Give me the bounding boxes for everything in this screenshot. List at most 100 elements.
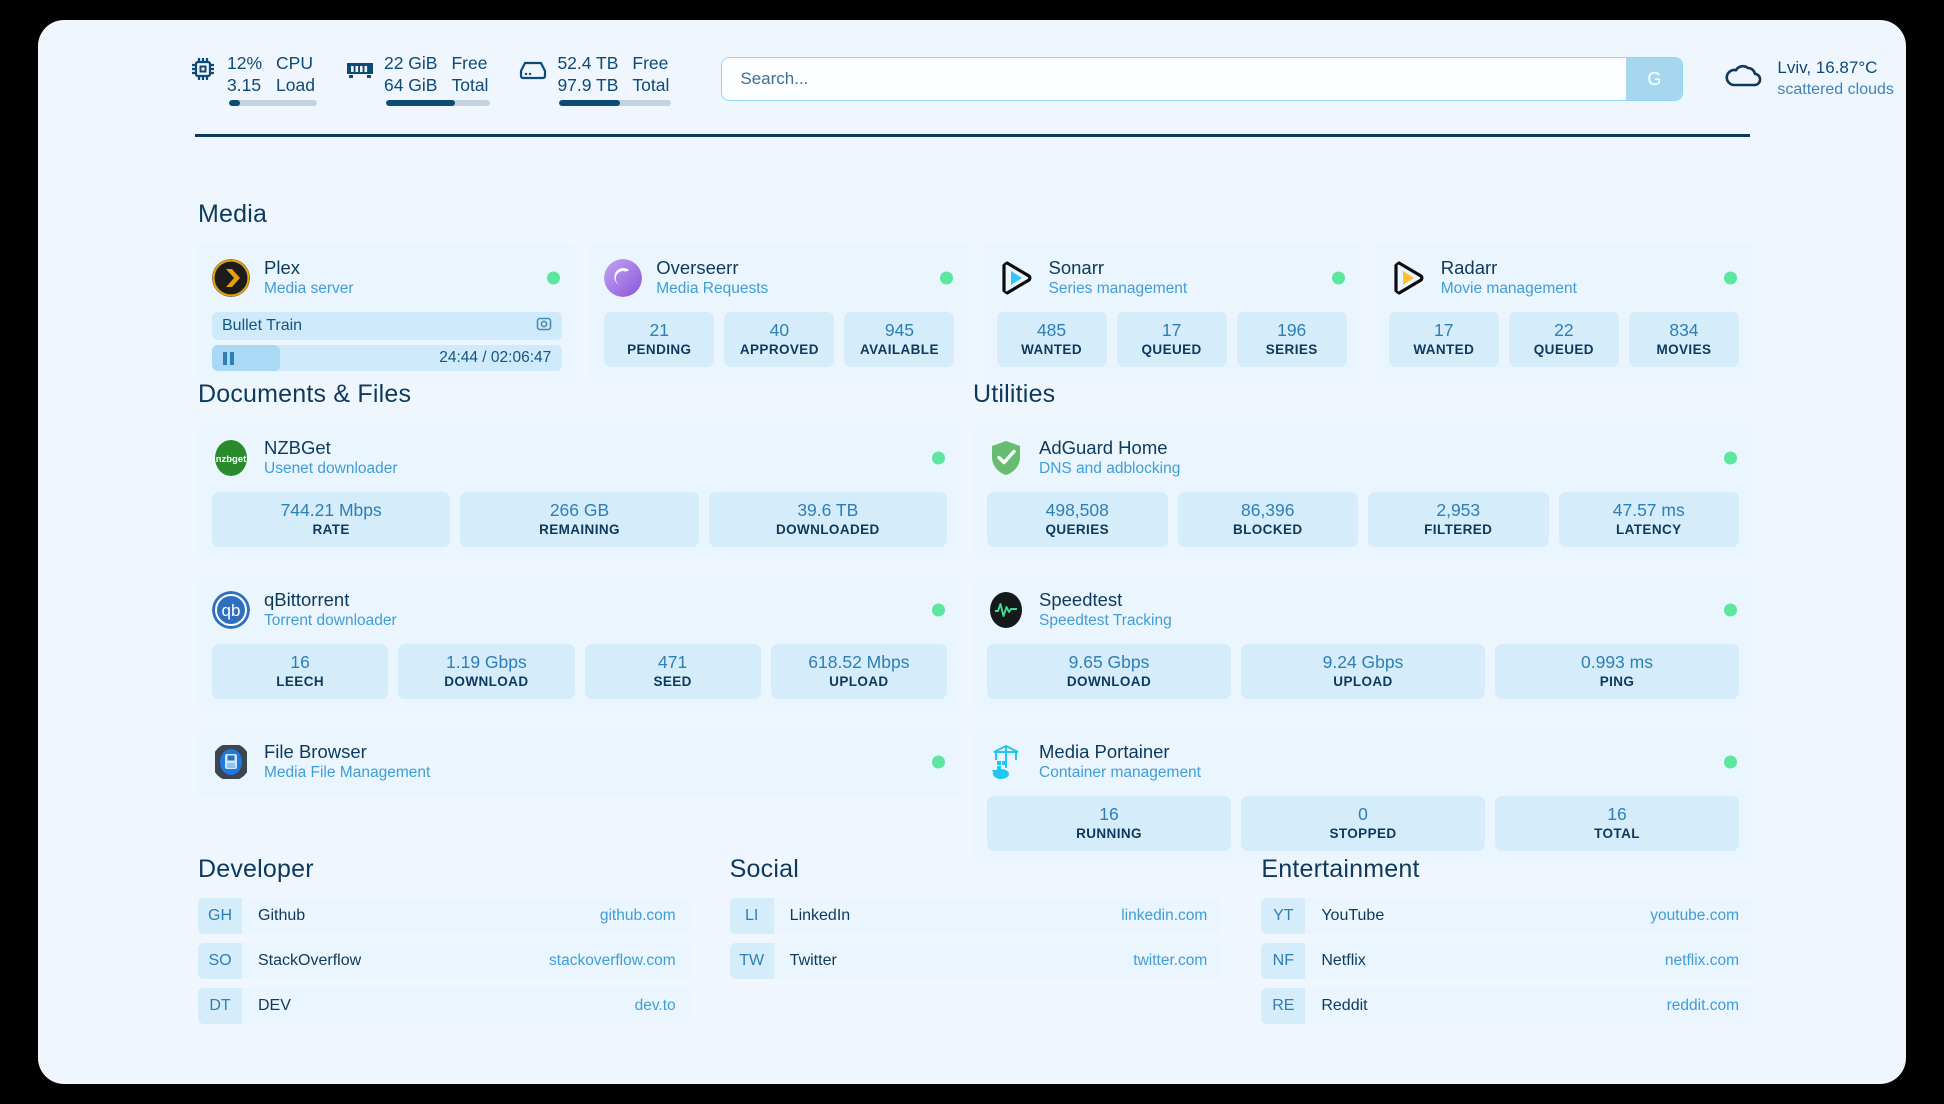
service-card-media-portainer[interactable]: Media Portainer Container management 16 RUN…	[973, 727, 1753, 865]
bookmark-item-reddit[interactable]: RE Reddit reddit.com	[1261, 988, 1754, 1024]
service-name: AdGuard Home	[1039, 437, 1168, 458]
bookmark-url[interactable]: github.com	[599, 907, 676, 924]
speedtest-icon	[987, 591, 1025, 629]
tile-label: STOPPED	[1329, 826, 1397, 841]
tile-value: 1.19 Gbps	[446, 652, 527, 672]
bookmark-abbr: DT	[198, 988, 242, 1024]
stat-tile-total: 16 TOTAL	[1495, 796, 1739, 851]
now-playing-progress[interactable]: 24:44 / 02:06:47	[212, 345, 563, 371]
tile-value: 17	[1434, 320, 1454, 340]
plex-icon	[212, 259, 250, 297]
stat-tile-running: 16 RUNNING	[987, 796, 1231, 851]
status-indicator-online	[932, 755, 945, 769]
service-description: Speedtest Tracking	[1039, 612, 1172, 629]
tile-label: UPLOAD	[1333, 674, 1393, 689]
bookmark-name: LinkedIn	[789, 907, 851, 924]
bookmark-url[interactable]: twitter.com	[1133, 952, 1208, 969]
service-name: qBittorrent	[264, 589, 350, 610]
bookmark-item-linkedin[interactable]: LI LinkedIn linkedin.com	[729, 898, 1222, 934]
service-card-file-browser[interactable]: File Browser Media File Management	[198, 727, 961, 797]
system-stat-cpu-0: 12% 3.15 CPU Load	[188, 52, 317, 106]
stat-value-secondary: 64 GiB	[383, 75, 438, 95]
system-stat-free-1: 22 GiB 64 GiB Free Total	[345, 52, 491, 106]
service-card-sonarr[interactable]: Sonarr Series management 485 WANTED 17 QUEUED…	[982, 243, 1361, 384]
bookmark-item-github[interactable]: GH Github github.com	[198, 898, 690, 934]
tile-value: 471	[658, 652, 688, 672]
stat-label-secondary: Load	[276, 75, 315, 95]
service-card-speedtest[interactable]: Speedtest Speedtest Tracking 9.65 Gbps DOWN…	[973, 575, 1753, 713]
service-card-nzbget[interactable]: nzbget NZBGet Usenet downloader 744.21 Mbps…	[198, 423, 961, 561]
service-name: Overseerr	[656, 257, 739, 278]
stat-tiles: 16 LEECH 1.19 Gbps DOWNLOAD 471 SEED 618.52 Mb…	[212, 644, 947, 699]
stat-progress-bar	[385, 100, 491, 106]
stat-tile-downloaded: 39.6 TB DOWNLOADED	[708, 492, 947, 547]
pause-icon[interactable]	[223, 351, 234, 365]
system-stats: 12% 3.15 CPU Load 22 GiB 64 GiB Free Total 52.4 …	[188, 52, 672, 106]
bookmark-item-twitter[interactable]: TW Twitter twitter.com	[729, 943, 1222, 979]
bookmark-item-netflix[interactable]: NF Netflix netflix.com	[1261, 943, 1754, 979]
stat-value-primary: 22 GiB	[383, 53, 438, 73]
tile-label: DOWNLOADED	[775, 522, 880, 537]
bookmark-url[interactable]: dev.to	[634, 997, 676, 1014]
service-card-adguard-home[interactable]: AdGuard Home DNS and adblocking 498,508 QUE…	[973, 423, 1753, 561]
service-name: Radarr	[1440, 257, 1498, 278]
bookmark-item-stackoverflow[interactable]: SO StackOverflow stackoverflow.com	[198, 943, 690, 979]
tile-label: QUERIES	[1045, 522, 1110, 537]
bookmark-url[interactable]: reddit.com	[1666, 997, 1740, 1014]
tile-value: 266 GB	[549, 500, 610, 520]
bookmark-name: YouTube	[1321, 907, 1385, 924]
bookmark-group-title: Developer	[198, 855, 314, 883]
tile-value: 16	[290, 652, 310, 672]
bookmark-abbr: SO	[198, 943, 242, 979]
bookmark-item-youtube[interactable]: YT YouTube youtube.com	[1261, 898, 1754, 934]
tile-value: 744.21 Mbps	[280, 500, 382, 520]
documents-card-stack: nzbget NZBGet Usenet downloader 744.21 Mbps…	[198, 423, 961, 797]
card-header: Radarr Movie management	[1389, 257, 1739, 299]
playback-time: 24:44 / 02:06:47	[439, 349, 552, 366]
bookmark-url[interactable]: linkedin.com	[1121, 907, 1208, 924]
status-indicator-online	[1331, 271, 1345, 285]
stat-label-primary: CPU	[276, 53, 313, 73]
card-header: Plex Media server	[212, 257, 562, 299]
stat-tile-upload: 618.52 Mbps UPLOAD	[770, 644, 947, 699]
tile-value: 618.52 Mbps	[808, 652, 910, 672]
tile-value: 0.993 ms	[1581, 652, 1653, 672]
bookmark-item-dev[interactable]: DT DEV dev.to	[198, 988, 690, 1024]
tile-label: APPROVED	[739, 342, 819, 357]
bookmark-abbr: NF	[1261, 943, 1306, 979]
card-header: File Browser Media File Management	[212, 741, 947, 783]
media-section: Media Plex Media server Bullet Train 24:44 …	[198, 200, 1753, 384]
bookmark-url[interactable]: stackoverflow.com	[549, 952, 676, 969]
card-header: Media Portainer Container management	[987, 741, 1739, 783]
cast-icon[interactable]	[536, 316, 552, 337]
disk-icon	[518, 52, 548, 86]
service-card-plex[interactable]: Plex Media server Bullet Train 24:44 / 02:0…	[198, 243, 577, 384]
search-submit-button[interactable]: G	[1626, 58, 1683, 100]
bookmark-url[interactable]: netflix.com	[1664, 952, 1740, 969]
portainer-icon	[987, 743, 1025, 781]
topbar: 12% 3.15 CPU Load 22 GiB 64 GiB Free Total 52.4 …	[38, 20, 1906, 138]
bookmark-url[interactable]: youtube.com	[1650, 907, 1740, 924]
stat-tile-download: 9.65 Gbps DOWNLOAD	[987, 644, 1231, 699]
stat-tile-blocked: 86,396 BLOCKED	[1177, 492, 1358, 547]
service-card-qbittorrent[interactable]: qb qBittorrent Torrent downloader 16 LEECH 1.…	[198, 575, 961, 713]
stat-tile-seed: 471 SEED	[584, 644, 761, 699]
search-input[interactable]	[722, 58, 1627, 100]
stat-tile-series: 196 SERIES	[1236, 312, 1347, 367]
tile-value: 47.57 ms	[1612, 500, 1685, 520]
status-indicator-online	[932, 451, 945, 465]
documents-section: Documents & Files nzbget NZBGet Usenet dow…	[198, 380, 961, 797]
weather-condition: scattered clouds	[1777, 81, 1894, 98]
tile-value: 9.24 Gbps	[1322, 652, 1404, 672]
now-playing-title-bar[interactable]: Bullet Train	[212, 312, 563, 340]
service-name: Speedtest	[1039, 589, 1123, 610]
bookmark-list: YT YouTube youtube.com NF Netflix netflix.com…	[1261, 898, 1754, 1024]
search-bar[interactable]: G	[721, 57, 1684, 101]
stat-tile-approved: 40 APPROVED	[724, 312, 835, 367]
tile-label: REMAINING	[539, 522, 620, 537]
service-card-overseerr[interactable]: Overseerr Media Requests 21 PENDING 40 APPROV…	[590, 243, 969, 384]
nzbget-icon: nzbget	[212, 439, 250, 477]
service-card-radarr[interactable]: Radarr Movie management 17 WANTED 22 QUEUED 83…	[1374, 243, 1753, 384]
stat-progress-bar	[559, 100, 672, 106]
card-header: nzbget NZBGet Usenet downloader	[212, 437, 947, 479]
